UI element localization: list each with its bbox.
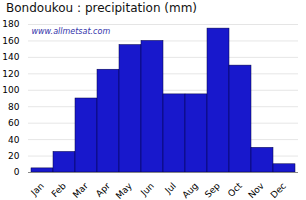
svg-text:120: 120	[2, 69, 19, 79]
svg-text:Jul: Jul	[162, 181, 177, 196]
svg-text:Mar: Mar	[71, 180, 90, 199]
svg-text:Oct: Oct	[226, 180, 244, 198]
svg-text:60: 60	[8, 118, 20, 128]
svg-text:Dec: Dec	[269, 181, 288, 200]
svg-text:Jan: Jan	[28, 181, 46, 199]
svg-text:20: 20	[8, 151, 20, 161]
svg-text:140: 140	[2, 52, 19, 62]
svg-text:www.allmetsat.com: www.allmetsat.com	[32, 27, 111, 36]
svg-text:0: 0	[14, 167, 20, 177]
svg-text:180: 180	[2, 19, 19, 29]
svg-text:Feb: Feb	[50, 181, 69, 200]
svg-text:Apr: Apr	[94, 181, 112, 199]
svg-text:Nov: Nov	[246, 180, 266, 200]
svg-text:40: 40	[8, 134, 20, 144]
svg-text:Jun: Jun	[138, 181, 156, 199]
svg-text:160: 160	[2, 36, 19, 46]
svg-text:Aug: Aug	[180, 181, 200, 200]
svg-text:100: 100	[2, 85, 19, 95]
svg-text:Sep: Sep	[203, 181, 222, 200]
html-text:Bondoukou : precipitation (mm): Bondoukou : precipitation (mm)	[6, 1, 197, 15]
svg-text:80: 80	[8, 102, 20, 112]
svg-text:May: May	[114, 180, 135, 200]
